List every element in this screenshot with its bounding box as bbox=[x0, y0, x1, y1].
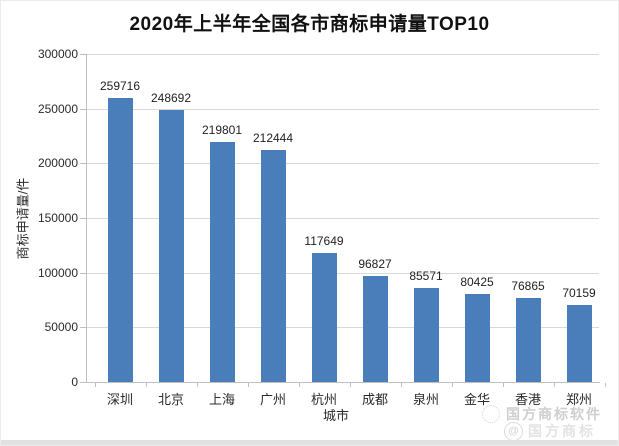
x-tick-mark bbox=[502, 383, 504, 387]
y-tick-mark bbox=[80, 108, 86, 110]
watermark-logo-icon bbox=[482, 405, 500, 423]
x-category-label: 金华 bbox=[463, 392, 490, 407]
bar bbox=[362, 276, 388, 382]
bar-value-label: 259716 bbox=[99, 79, 141, 94]
bar-value-label: 212444 bbox=[252, 130, 294, 145]
bar-value-label: 70159 bbox=[562, 286, 596, 301]
bar-value-label: 219801 bbox=[201, 122, 243, 137]
watermark-at-icon: @ bbox=[504, 421, 523, 441]
x-tick-mark bbox=[349, 383, 351, 387]
y-tick-mark bbox=[80, 382, 86, 383]
bar bbox=[311, 253, 337, 382]
x-tick-mark bbox=[145, 383, 147, 387]
y-tick-mark bbox=[80, 163, 86, 165]
y-tick-mark bbox=[80, 272, 86, 274]
x-tick-mark bbox=[247, 383, 249, 387]
bar bbox=[515, 297, 541, 382]
x-axis-title: 城市 bbox=[322, 408, 349, 423]
bar bbox=[158, 110, 184, 382]
x-tick-mark bbox=[298, 383, 300, 387]
watermark: 国方商标软件 bbox=[482, 404, 602, 424]
bar bbox=[107, 98, 133, 382]
bar-value-label: 76865 bbox=[511, 278, 545, 293]
x-tick-mark bbox=[451, 383, 453, 387]
bar-value-label: 248692 bbox=[150, 91, 192, 106]
gridline bbox=[86, 327, 599, 329]
x-tick-mark bbox=[553, 383, 555, 387]
y-tick-mark bbox=[80, 54, 86, 55]
bar-value-label: 80425 bbox=[460, 275, 494, 290]
y-axis-title: 商标申请量/件 bbox=[15, 177, 31, 260]
bar-value-label: 117649 bbox=[304, 234, 344, 249]
y-tick-label: 50000 bbox=[44, 320, 78, 335]
bar bbox=[566, 305, 592, 382]
bar-value-label: 96827 bbox=[358, 257, 392, 272]
y-tick-label: 200000 bbox=[37, 156, 78, 171]
y-tick-label: 100000 bbox=[37, 265, 78, 280]
y-tick-mark bbox=[80, 327, 86, 329]
x-tick-mark bbox=[94, 383, 96, 387]
plot-area: 259716 248692 219801 212444 117649 96827 85571… bbox=[86, 54, 599, 382]
gridline bbox=[86, 108, 599, 110]
x-category-label: 广州 bbox=[259, 392, 286, 407]
x-category-label: 成都 bbox=[361, 392, 388, 407]
y-tick-label: 250000 bbox=[37, 101, 78, 116]
y-tick-mark bbox=[80, 218, 86, 219]
chart-title: 2020年上半年全国各市商标申请量TOP10 bbox=[129, 14, 490, 35]
bar bbox=[464, 294, 490, 382]
watermark-secondary: @ 国方商标 bbox=[504, 421, 596, 441]
x-category-label: 上海 bbox=[208, 392, 235, 407]
y-tick-label: 300000 bbox=[37, 47, 78, 61]
x-tick-mark bbox=[400, 383, 402, 387]
x-tick-mark bbox=[604, 383, 606, 387]
bar bbox=[260, 149, 286, 382]
bottom-edge bbox=[1, 440, 618, 445]
bar-value-label: 85571 bbox=[409, 269, 443, 284]
y-tick-label: 150000 bbox=[37, 211, 78, 225]
x-category-label: 香港 bbox=[514, 392, 541, 407]
x-axis-line bbox=[86, 382, 600, 383]
bar bbox=[413, 288, 439, 382]
x-category-label: 泉州 bbox=[412, 392, 439, 407]
y-tick-label: 0 bbox=[71, 375, 78, 389]
gridline bbox=[86, 272, 599, 274]
x-tick-mark bbox=[196, 383, 198, 387]
bar bbox=[209, 141, 235, 382]
x-category-label: 深圳 bbox=[106, 392, 133, 407]
watermark-text: 国方商标软件 bbox=[506, 406, 602, 422]
gridline bbox=[86, 54, 599, 55]
gridline bbox=[86, 163, 599, 165]
y-axis-line bbox=[86, 54, 87, 383]
x-category-label: 北京 bbox=[157, 392, 184, 407]
watermark-secondary-text: 国方商标 bbox=[528, 423, 596, 439]
gridline bbox=[86, 218, 599, 219]
x-category-label: 郑州 bbox=[565, 392, 592, 407]
x-category-label: 杭州 bbox=[310, 392, 337, 407]
